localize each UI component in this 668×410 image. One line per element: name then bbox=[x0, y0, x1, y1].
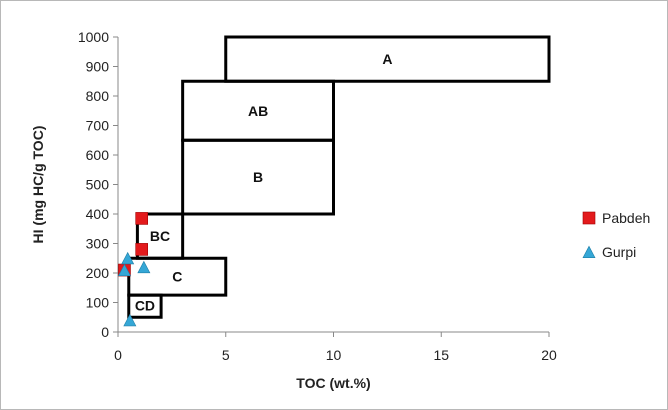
legend: Pabdeh Gurpi bbox=[582, 210, 650, 260]
data-points-layer bbox=[117, 212, 151, 327]
x-axis-title: TOC (wt.%) bbox=[296, 375, 370, 391]
x-tick-layer: 0 5 10 15 20 bbox=[114, 332, 557, 363]
region-box-c bbox=[127, 256, 228, 297]
x-tick-label: 0 bbox=[114, 347, 122, 363]
y-tick-label: 500 bbox=[86, 177, 110, 193]
region-box-a bbox=[224, 35, 551, 83]
y-tick-label: 900 bbox=[86, 59, 110, 75]
pabdeh-point bbox=[135, 212, 149, 225]
y-tick-label: 200 bbox=[86, 265, 110, 281]
region-layer: A AB B BC C CD bbox=[127, 35, 551, 319]
region-label-ab: AB bbox=[248, 103, 268, 119]
x-tick-label: 20 bbox=[541, 347, 557, 363]
gurpi-point bbox=[123, 313, 137, 327]
region-label-b: B bbox=[253, 169, 263, 185]
y-tick-label: 1000 bbox=[78, 29, 109, 45]
gurpi-point bbox=[137, 260, 151, 274]
legend-pabdeh-marker bbox=[582, 211, 596, 225]
region-label-bc: BC bbox=[150, 228, 170, 244]
x-tick-label: 5 bbox=[222, 347, 230, 363]
legend-gurpi-marker bbox=[582, 245, 596, 259]
gurpi-point bbox=[117, 263, 131, 277]
legend-pabdeh-label: Pabdeh bbox=[602, 210, 650, 226]
y-tick-label: 300 bbox=[86, 236, 110, 252]
y-tick-layer: 0 100 200 300 400 500 600 700 800 900 1000 bbox=[78, 29, 118, 340]
y-tick-label: 0 bbox=[101, 324, 109, 340]
region-label-cd: CD bbox=[135, 298, 155, 314]
y-tick-label: 700 bbox=[86, 118, 110, 134]
x-tick-label: 15 bbox=[433, 347, 449, 363]
region-label-c: C bbox=[172, 269, 182, 285]
gurpi-point bbox=[121, 251, 135, 265]
y-axis-title: HI (mg HC/g TOC) bbox=[30, 126, 46, 244]
y-tick-label: 800 bbox=[86, 88, 110, 104]
y-tick-label: 100 bbox=[86, 295, 110, 311]
region-label-a: A bbox=[382, 51, 392, 67]
pabdeh-point bbox=[135, 243, 149, 256]
y-tick-label: 600 bbox=[86, 147, 110, 163]
y-tick-label: 400 bbox=[86, 206, 110, 222]
legend-gurpi-label: Gurpi bbox=[602, 244, 636, 260]
region-box-cd bbox=[127, 293, 163, 319]
x-tick-label: 10 bbox=[326, 347, 342, 363]
region-box-b bbox=[181, 138, 335, 216]
